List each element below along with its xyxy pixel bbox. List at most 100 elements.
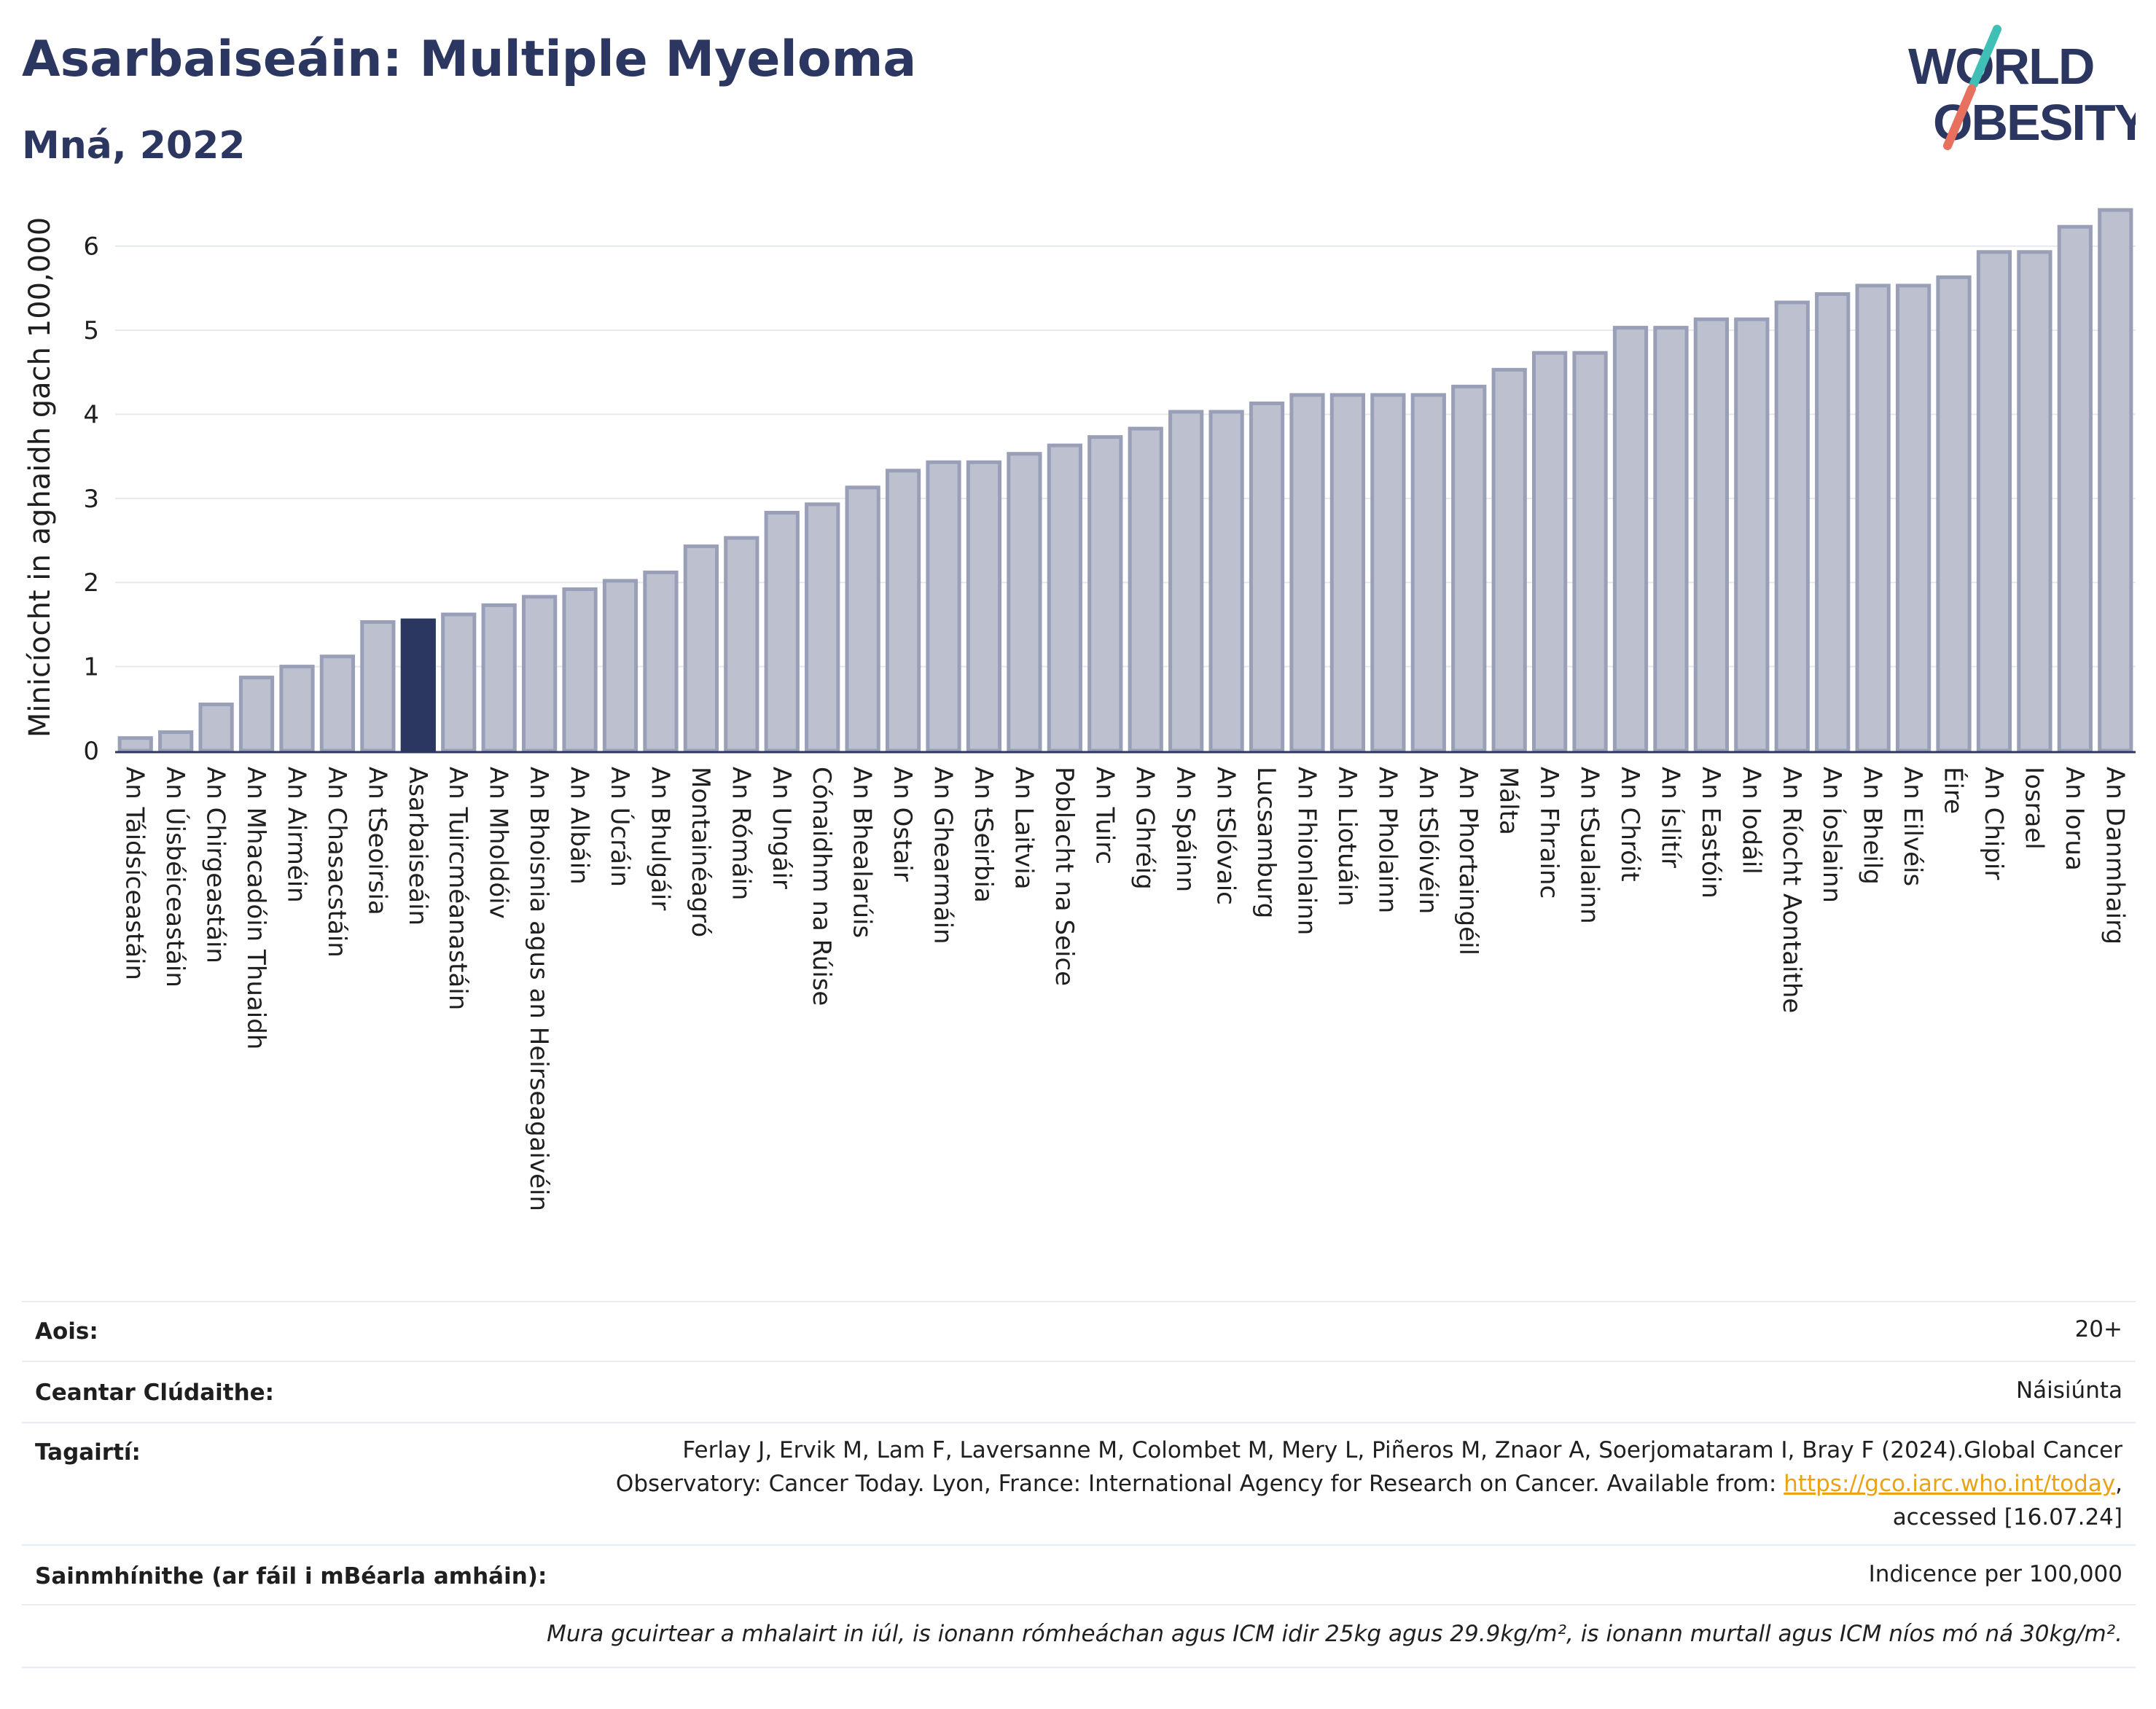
x-tick-label: An Chróit <box>1615 767 1644 882</box>
y-tick-label: 5 <box>83 316 99 345</box>
bar <box>360 619 396 753</box>
y-tick-labels: 0 1 2 3 4 5 6 <box>83 232 99 766</box>
y-tick-label: 4 <box>83 400 99 429</box>
references-value: Ferlay J, Ervik M, Lam F, Laversanne M, … <box>616 1434 2122 1534</box>
bar <box>319 654 356 753</box>
bar-highlight <box>400 618 436 753</box>
bar <box>724 536 759 753</box>
bar <box>1895 283 1932 753</box>
bar <box>481 603 517 753</box>
bar <box>1289 393 1325 753</box>
bar <box>1491 367 1527 753</box>
info-row-area: Ceantar Clúdaithe: Náisiúnta <box>22 1361 2136 1423</box>
x-tick-label: An Bhulgáir <box>645 767 674 910</box>
x-tick-label: An Ghréig <box>1130 767 1160 890</box>
x-tick-label: An Mhacadóin Thuaidh <box>241 767 270 1049</box>
info-row-note: Mura gcuirtear a mhalairt in iúl, is ion… <box>22 1604 2136 1668</box>
bar <box>117 736 153 753</box>
page-title: Asarbaiseáin: Multiple Myeloma <box>22 31 917 88</box>
area-value: Náisiúnta <box>2015 1377 2122 1404</box>
x-tick-label: An Airméin <box>281 767 310 903</box>
references-link[interactable]: https://gco.iarc.who.int/today <box>1784 1471 2116 1497</box>
x-tick-label: An Fhrainc <box>1534 767 1563 899</box>
bar <box>1451 384 1487 753</box>
bar <box>845 485 880 753</box>
x-tick-label: Iosrael <box>2019 767 2048 850</box>
bars <box>117 208 2133 753</box>
x-tick-label: An Úisbéiceastáin <box>160 767 190 988</box>
x-tick-label: Poblacht na Seice <box>1050 767 1079 986</box>
bar <box>926 460 961 753</box>
bar <box>1208 410 1244 753</box>
bar <box>1410 393 1446 753</box>
definitions-value: Indicence per 100,000 <box>1868 1561 2122 1587</box>
bar <box>562 587 598 753</box>
x-tick-label: An Eilvéis <box>1898 767 1927 886</box>
page-subtitle: Mná, 2022 <box>22 124 246 168</box>
x-tick-label: An Bhoisnia agus an Heirseagaivéin <box>524 767 553 1211</box>
x-tick-label: An Laitvia <box>1009 767 1038 890</box>
age-value: 20+ <box>2074 1316 2122 1342</box>
x-tick-label: An Liotuáin <box>1332 767 1362 907</box>
x-tick-label: Asarbaiseáin <box>403 767 432 926</box>
x-tick-label: An Phortaingéil <box>1453 767 1483 955</box>
x-tick-label: An Chasacstáin <box>322 767 351 958</box>
bar <box>1168 410 1204 753</box>
x-tick-labels: An Táidsíceastáin An Úisbéiceastáin An Chi… <box>120 767 2130 1211</box>
x-tick-label: An Chirgeastáin <box>201 767 230 963</box>
bar <box>1047 443 1082 753</box>
references-line-1: Ferlay J, Ervik M, Lam F, Laversanne M, … <box>682 1437 2122 1463</box>
bar <box>764 510 800 753</box>
x-tick-label: An Fhionlainn <box>1292 767 1321 935</box>
bar <box>966 460 1002 753</box>
x-tick-label: An Ghearmáin <box>929 767 958 945</box>
x-tick-label: An Ostair <box>888 767 917 882</box>
area-label: Ceantar Clúdaithe: <box>35 1380 275 1406</box>
bar <box>683 544 719 753</box>
x-tick-label: An tSlóvaic <box>1211 767 1241 905</box>
x-tick-label: An Bhealarúis <box>848 767 877 938</box>
bar <box>1370 393 1406 753</box>
bar <box>158 730 194 753</box>
bar <box>441 612 477 753</box>
bar <box>643 570 679 753</box>
bar <box>198 703 234 753</box>
note-text: Mura gcuirtear a mhalairt in iúl, is ion… <box>547 1621 2122 1647</box>
logo-slash-red <box>1943 85 1976 150</box>
y-axis-label: Minicíocht in aghaidh gach 100,000 <box>23 217 57 738</box>
x-tick-label: An tSualainn <box>1575 767 1604 924</box>
x-tick-label: An tSeirbia <box>969 767 998 903</box>
x-tick-label: An Tuircméanastáin <box>443 767 472 1010</box>
x-tick-label: An Albáin <box>565 767 594 885</box>
bar <box>238 676 275 753</box>
x-tick-label: Málta <box>1494 767 1523 835</box>
bar <box>1855 283 1891 753</box>
references-line-2-text: Observatory: Cancer Today. Lyon, France:… <box>615 1471 1784 1497</box>
references-line-2-end: , <box>2115 1471 2122 1497</box>
world-obesity-logo: WORLD OBESITY <box>1908 25 2136 151</box>
x-tick-label: An Iodáil <box>1736 767 1765 875</box>
references-label: Tagairtí: <box>35 1439 141 1466</box>
bar <box>1815 292 1851 753</box>
info-row-age: Aois: 20+ <box>22 1301 2136 1362</box>
bar <box>2017 250 2053 753</box>
bar <box>1976 250 2012 753</box>
x-tick-label: An tSeoirsia <box>362 767 391 915</box>
age-label: Aois: <box>35 1318 98 1345</box>
x-tick-label: An Rómáin <box>726 767 755 900</box>
x-tick-label: An Chipir <box>1979 767 2008 880</box>
bar <box>1249 401 1285 753</box>
bar <box>805 502 840 753</box>
bar <box>521 595 558 753</box>
x-tick-label: An Pholainn <box>1372 767 1402 913</box>
bar <box>2057 224 2093 753</box>
x-tick-label: An Ungáir <box>767 767 796 889</box>
y-tick-label: 1 <box>83 653 99 682</box>
bar <box>1572 351 1608 753</box>
bar <box>1936 275 1972 753</box>
x-tick-label: Montainéagró <box>686 767 715 937</box>
y-tick-label: 3 <box>83 485 99 514</box>
x-tick-label: An Iorua <box>2060 767 2089 871</box>
bar <box>1774 300 1810 753</box>
definitions-label: Sainmhínithe (ar fáil i mBéarla amháin): <box>35 1563 547 1589</box>
